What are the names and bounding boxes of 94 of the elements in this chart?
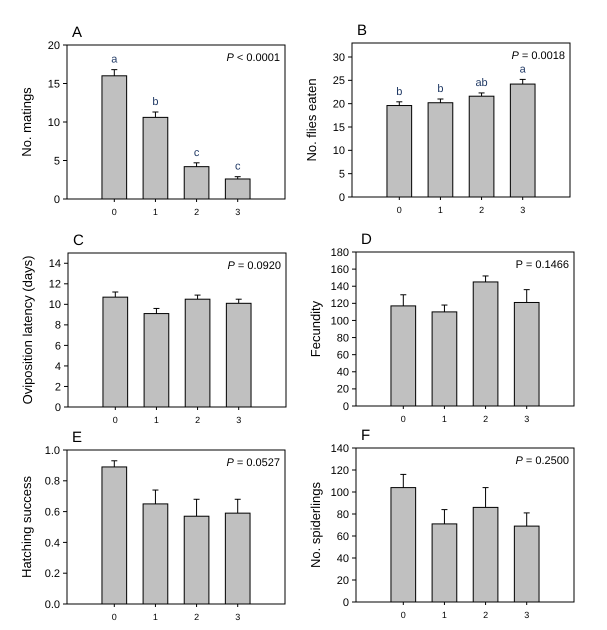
y-tick-label: 10 [48,299,61,312]
x-tick-label: 0 [400,610,406,620]
annotation: a [111,54,118,66]
y-tick-label: 20 [48,40,60,52]
y-tick-label: 8 [54,320,61,332]
x-tick-label: 3 [235,612,240,622]
annotation: c [194,146,200,159]
y-tick-label: 4 [54,360,61,373]
x-tick-label: 2 [194,612,200,622]
y-tick-label: 6 [54,340,61,352]
y-tick-label: 0.6 [44,506,60,518]
x-tick-label: 2 [483,610,488,620]
y-tick-label: 14 [48,258,61,270]
x-tick-label: 3 [235,207,240,217]
y-tick-label: 15 [48,78,60,90]
y-tick-label: 0 [342,596,349,609]
x-tick-label: 1 [152,207,158,217]
x-tick-label: 2 [479,205,484,215]
x-tick-label: 1 [152,612,158,622]
annotation: c [234,160,241,173]
y-tick-label: 40 [336,552,349,565]
y-tick-label: 100 [330,315,349,328]
y-tick-label: 2 [54,381,61,394]
y-tick-label: 160 [330,264,349,276]
annotation: P = 0.1466 [516,259,569,271]
x-tick-label: 1 [442,414,447,424]
y-tick-label: 140 [330,442,349,455]
y-tick-label: 20 [336,574,349,587]
annotation: P < 0.0001 [226,52,280,64]
annotation: P = 0.0527 [226,457,280,469]
y-tick-label: 120 [330,298,349,310]
y-tick-label: 5 [54,155,60,168]
y-tick-label: 40 [336,366,349,379]
annotation: P = 0.0920 [227,260,281,272]
x-tick-label: 1 [154,415,159,425]
y-tick-label: 25 [332,75,345,88]
chart-title: F [361,427,370,444]
y-tick-label: 0.4 [44,537,60,550]
y-tick-label: 0 [54,194,60,206]
y-tick-label: 0 [54,402,61,414]
x-tick-label: 3 [520,205,526,215]
y-tick-label: 180 [330,246,349,259]
x-tick-label: 1 [438,205,443,215]
y-axis-title: Oviposition latency (days) [20,256,35,404]
y-tick-label: 5 [338,168,345,181]
annotation: a [520,63,527,76]
y-tick-label: 120 [330,464,349,477]
y-tick-label: 0.0 [44,598,60,611]
y-tick-label: 0 [342,400,349,413]
y-axis-title: Hatching success [19,476,34,578]
y-tick-label: 1.0 [44,444,60,457]
y-tick-label: 140 [330,281,349,294]
annotation: b [152,96,158,108]
annotation: ab [475,76,488,89]
x-tick-label: 0 [400,414,406,424]
chart-title: D [361,231,372,248]
x-tick-label: 0 [112,207,117,217]
y-tick-label: 20 [332,98,345,111]
annotation: P = 0.0018 [511,50,565,62]
y-tick-label: 60 [336,350,349,362]
x-tick-label: 3 [524,414,530,424]
y-tick-label: 0 [338,192,345,204]
y-tick-label: 60 [336,530,349,543]
y-axis-title: No. spiderlings [308,482,323,568]
chart-title: C [73,232,84,249]
x-tick-label: 0 [112,612,117,622]
x-tick-label: 0 [112,415,118,425]
annotation: b [396,86,402,98]
y-tick-label: 30 [332,52,345,64]
annotation: P = 0.2500 [515,455,569,467]
x-tick-label: 2 [195,415,200,425]
y-tick-label: 80 [336,332,349,344]
y-tick-label: 10 [48,116,60,129]
y-axis-title: Fecundity [308,300,323,358]
y-tick-label: 12 [48,278,61,291]
x-tick-label: 0 [396,205,402,215]
x-tick-label: 2 [194,207,200,217]
y-tick-label: 0.2 [44,568,60,580]
y-axis-title: No. flies eaten [304,78,319,162]
y-tick-label: 15 [332,122,345,134]
y-tick-label: 10 [332,145,345,158]
x-tick-label: 3 [524,610,530,620]
x-tick-label: 2 [483,414,488,424]
y-tick-label: 20 [336,384,349,396]
chart-title: E [72,429,82,446]
y-tick-label: 0.8 [44,476,60,488]
y-axis-title: No. matings [19,86,34,157]
y-tick-label: 80 [336,508,349,521]
chart-title: A [72,24,82,41]
y-tick-label: 100 [330,486,349,499]
chart-title: B [357,22,368,39]
annotation: b [437,83,444,95]
x-tick-label: 1 [442,610,447,620]
x-tick-label: 3 [236,415,242,425]
